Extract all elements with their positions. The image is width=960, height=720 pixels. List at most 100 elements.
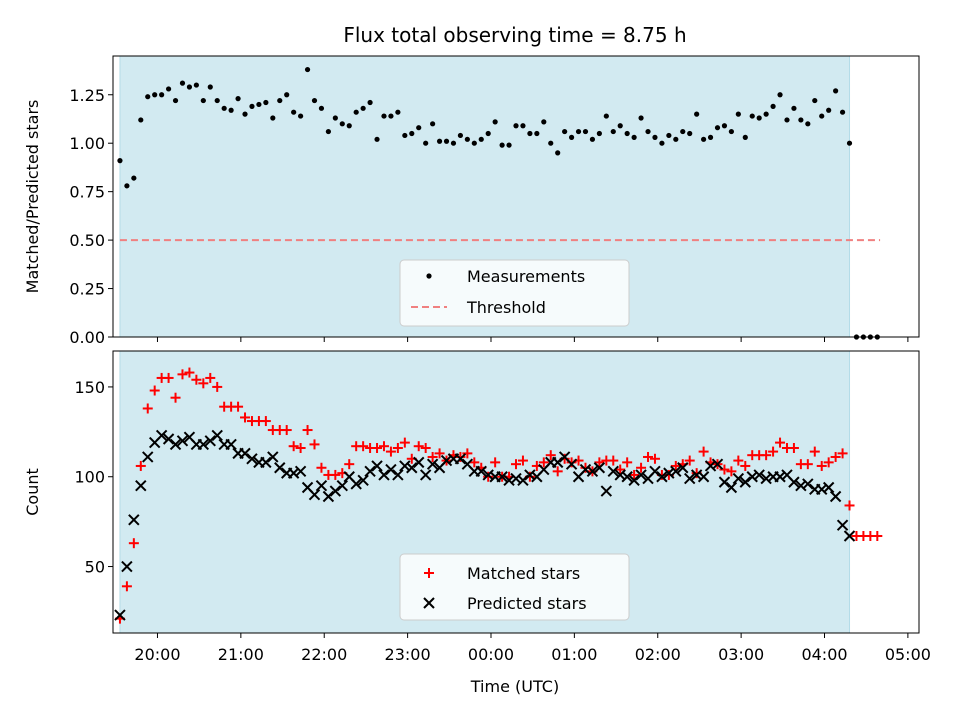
matched-star-point: [198, 378, 209, 389]
measurement-point: [701, 136, 707, 142]
measurement-point: [346, 123, 352, 129]
measurement-point: [714, 125, 721, 131]
predicted-star-point: [211, 429, 223, 442]
measurement-point: [409, 130, 415, 137]
matched-star-point: [552, 466, 563, 477]
predicted-star-point: [392, 469, 404, 481]
measurement-point: [548, 140, 554, 146]
matched-star-point: [837, 448, 848, 459]
x-axis-label: Time (UTC): [470, 677, 559, 696]
predicted-star-point: [739, 476, 752, 488]
matched-star-point: [809, 446, 820, 457]
matched-star-point: [121, 581, 132, 592]
predicted-star-point: [135, 480, 147, 492]
matched-star-point: [684, 455, 695, 466]
predicted-star-point: [260, 456, 272, 469]
measurement-point: [374, 136, 380, 142]
predicted-star-point: [350, 478, 362, 490]
ratio-panel-y-axis-label: Matched/Predicted stars: [23, 100, 42, 294]
measurement-point: [277, 97, 283, 104]
predicted-star-point: [732, 472, 745, 485]
measurement-point: [763, 111, 769, 117]
matched-star-point: [163, 372, 174, 383]
predicted-star-point: [822, 481, 835, 494]
measurement-point: [555, 150, 561, 156]
measurement-point: [325, 128, 331, 135]
matched-star-point: [191, 374, 202, 385]
matched-star-point: [545, 450, 556, 461]
predicted-star-point: [510, 472, 522, 485]
measurement-point: [263, 99, 269, 106]
matched-star-point: [844, 500, 855, 511]
measurement-point: [332, 115, 338, 121]
matched-star-point: [135, 460, 146, 471]
matched-star-point: [636, 462, 647, 473]
predicted-star-point: [378, 469, 390, 481]
predicted-star-point: [204, 435, 216, 447]
measurement-point: [687, 130, 693, 137]
ratio-panel-frame: [112, 55, 920, 338]
measurement-point: [777, 92, 783, 98]
measurement-point: [631, 134, 637, 140]
measurement-point: [423, 140, 429, 146]
measurement-point: [749, 113, 755, 119]
matched-star-point: [240, 412, 251, 423]
predicted-star-point: [454, 453, 467, 465]
matched-star-point: [761, 450, 772, 461]
matched-star-point: [872, 531, 883, 542]
measurement-point: [582, 128, 589, 135]
y-tick-label: 1.25: [69, 86, 105, 105]
predicted-star-point: [364, 465, 376, 478]
ratio-panel: 0.00 0.25 0.50 0.75 1.00 1.25 Matched/Predict…: [23, 55, 920, 347]
measurement-point: [416, 125, 422, 131]
matched-star-point: [302, 425, 313, 436]
matched-star-point: [483, 471, 494, 482]
matched-star-point: [212, 381, 223, 392]
predicted-star-point: [649, 465, 661, 478]
measurement-point: [638, 115, 644, 121]
measurement-point: [513, 123, 519, 129]
count-panel-ticks: 50 100 150: [74, 378, 909, 638]
predicted-star-point: [614, 469, 626, 481]
measurement-point: [652, 134, 658, 140]
measurement-point: [589, 136, 596, 142]
predicted-star-point: [308, 488, 321, 501]
matched-star-point: [149, 385, 160, 396]
measurement-point: [388, 113, 394, 119]
measurement-point: [131, 175, 137, 181]
predicted-star-point: [788, 476, 800, 488]
measurement-point: [624, 130, 630, 137]
predicted-star-point: [607, 465, 619, 478]
measurement-point: [506, 142, 512, 148]
matched-star-point: [392, 442, 403, 453]
predicted-star-point: [315, 480, 328, 492]
measurement-point: [735, 111, 741, 117]
legend-matched-label: Matched stars: [467, 564, 580, 583]
count-panel-frame: [112, 350, 920, 634]
measurement-point: [756, 115, 762, 121]
measurement-point: [270, 115, 276, 121]
measurement-point: [728, 128, 734, 135]
measurement-point: [659, 140, 665, 146]
matched-star-point: [670, 460, 681, 471]
predicted-star-point: [155, 429, 168, 442]
matched-star-point: [177, 369, 188, 380]
measurement-point: [826, 107, 832, 113]
measurement-point: [284, 92, 290, 98]
matched-star-point: [378, 441, 389, 452]
predicted-star-point: [816, 483, 828, 496]
measurement-point: [214, 97, 220, 104]
measurement-point: [165, 86, 172, 92]
x-tick-label: 21:00: [218, 645, 264, 664]
y-tick-label: 150: [74, 378, 105, 397]
predicted-star-point: [225, 438, 237, 451]
measurement-point: [520, 123, 526, 129]
x-tick-label: 22:00: [301, 645, 347, 664]
measurement-point: [395, 109, 401, 115]
x-tick-label: 01:00: [551, 645, 597, 664]
measurement-point: [819, 113, 825, 119]
matched-star-point: [344, 459, 355, 470]
matched-star-point: [427, 451, 438, 462]
matched-star-point: [726, 466, 737, 477]
predicted-star-point: [656, 471, 668, 483]
